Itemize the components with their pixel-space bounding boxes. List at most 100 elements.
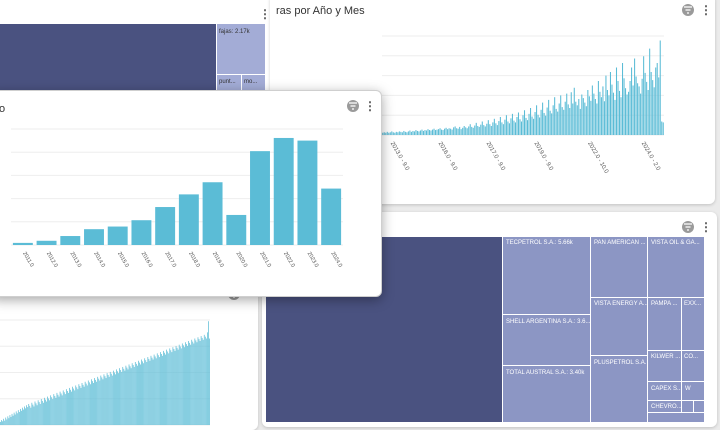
bar[interactable] [57, 394, 59, 425]
bar[interactable] [453, 127, 455, 135]
bar[interactable] [647, 90, 649, 135]
treemap-cell[interactable] [648, 413, 704, 422]
bar[interactable] [36, 405, 38, 425]
bar[interactable] [517, 112, 520, 136]
bar[interactable] [11, 413, 13, 425]
bar[interactable] [498, 121, 500, 135]
bar[interactable] [510, 118, 512, 135]
bar[interactable] [146, 362, 148, 425]
bar[interactable] [133, 366, 135, 425]
bar[interactable] [60, 393, 62, 426]
bar[interactable] [542, 102, 544, 135]
bar[interactable] [16, 413, 18, 425]
bar[interactable] [73, 388, 75, 425]
yearly-bar-chart[interactable]: 2011.0 2012.0 2013.0 2014.0 2015.0 2016.0 2017… [0, 91, 381, 296]
bar[interactable] [561, 107, 563, 135]
bar[interactable] [171, 352, 173, 425]
bar[interactable] [47, 396, 48, 425]
bar[interactable] [9, 415, 11, 425]
bar[interactable] [450, 128, 452, 135]
bar[interactable] [164, 352, 165, 425]
bar[interactable] [186, 344, 187, 425]
bar[interactable] [551, 113, 553, 135]
bar[interactable] [131, 363, 133, 425]
bar[interactable] [174, 350, 176, 425]
bar[interactable] [104, 376, 106, 425]
bar[interactable] [435, 130, 437, 135]
bar[interactable] [12, 242, 33, 245]
bar[interactable] [614, 99, 616, 135]
bar[interactable] [53, 394, 55, 425]
bar[interactable] [129, 366, 131, 425]
bar[interactable] [46, 401, 47, 425]
bar[interactable] [650, 72, 652, 135]
bar[interactable] [34, 401, 36, 425]
bar[interactable] [444, 128, 446, 135]
bar[interactable] [107, 226, 128, 245]
bar[interactable] [205, 338, 207, 425]
bar[interactable] [93, 383, 94, 425]
bar[interactable] [202, 182, 223, 245]
bar[interactable] [55, 397, 57, 425]
kebab-menu-icon[interactable]: ⋮ [259, 7, 271, 21]
bar[interactable] [570, 92, 572, 135]
bar[interactable] [33, 406, 35, 425]
bar[interactable] [24, 406, 25, 425]
bar[interactable] [609, 72, 611, 135]
treemap-cell[interactable] [682, 382, 704, 400]
bar[interactable] [596, 103, 598, 136]
bar[interactable] [154, 356, 156, 425]
bar[interactable] [38, 402, 40, 425]
bar[interactable] [628, 91, 630, 135]
monthly-bar-chart-top[interactable]: 2013.0 - 9.0 2016.0 - 9.0 2017.0 - 9.0 2019… [270, 0, 715, 204]
bar[interactable] [77, 389, 79, 425]
bar[interactable] [56, 392, 58, 425]
bar[interactable] [416, 130, 418, 135]
bar[interactable] [124, 370, 126, 425]
bar[interactable] [465, 127, 467, 135]
bar[interactable] [407, 131, 409, 135]
bar[interactable] [513, 120, 515, 135]
bar[interactable] [155, 207, 176, 245]
bar[interactable] [108, 376, 110, 425]
bar[interactable] [127, 369, 129, 425]
bar[interactable] [576, 105, 578, 135]
bar[interactable] [59, 391, 61, 425]
bar[interactable] [409, 130, 411, 136]
bar[interactable] [52, 399, 54, 425]
bar[interactable] [507, 121, 509, 136]
bar[interactable] [567, 104, 569, 135]
bar[interactable] [169, 348, 171, 425]
bar[interactable] [484, 126, 486, 135]
monthly-bar-chart-bottom[interactable] [0, 280, 258, 430]
treemap-cell[interactable] [503, 237, 590, 314]
bar[interactable] [95, 379, 96, 425]
bar[interactable] [540, 109, 542, 135]
bar[interactable] [4, 420, 6, 425]
bar[interactable] [475, 122, 477, 135]
bar[interactable] [109, 371, 111, 425]
bar[interactable] [382, 132, 384, 135]
bar[interactable] [32, 404, 34, 425]
bar[interactable] [63, 392, 65, 425]
bar[interactable] [150, 355, 152, 425]
bar[interactable] [519, 119, 521, 135]
bar[interactable] [110, 373, 112, 425]
bar[interactable] [477, 126, 479, 135]
bar[interactable] [502, 124, 504, 135]
bar[interactable] [637, 83, 639, 135]
bar[interactable] [191, 339, 193, 425]
treemap-cell[interactable] [591, 237, 647, 297]
bar[interactable] [560, 95, 562, 135]
bar[interactable] [460, 129, 462, 135]
treemap-cell[interactable] [242, 75, 265, 94]
bar[interactable] [656, 63, 658, 135]
bar[interactable] [395, 131, 397, 135]
bar[interactable] [472, 127, 474, 135]
bar[interactable] [120, 370, 122, 425]
bar[interactable] [61, 395, 63, 425]
bar[interactable] [143, 363, 145, 425]
bar[interactable] [42, 402, 44, 425]
bar[interactable] [157, 355, 159, 425]
bar[interactable] [501, 122, 503, 135]
